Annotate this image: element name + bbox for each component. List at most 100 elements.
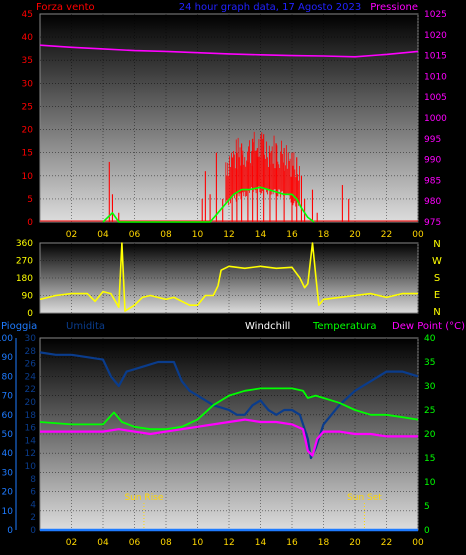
x-tick-label: 10 <box>192 538 204 548</box>
pressure-tick-label: 975 <box>424 218 441 228</box>
wind-axis-ticks: 0 5 10 15 20 25 30 35 40 45 <box>22 10 34 228</box>
wind-tick-label: 35 <box>22 56 33 66</box>
wind-pressure-grid <box>40 14 419 222</box>
humidity-tick-label: 18 <box>25 411 37 421</box>
pressure-tick-label: 995 <box>424 135 441 145</box>
pressure-tick-label: 985 <box>424 176 441 186</box>
x-tick-label: 00 <box>412 538 424 548</box>
x-tick-label: 16 <box>286 538 298 548</box>
sun-markers: Sun Rise Sun Set <box>124 493 382 528</box>
x-tick-label: 08 <box>160 538 172 548</box>
x-tick-label: 16 <box>286 230 298 240</box>
temperature-tick-label: 0 <box>424 526 430 536</box>
wind-tick-label: 40 <box>22 33 34 43</box>
humidity-tick-label: 2 <box>30 513 36 523</box>
wind-tick-label: 5 <box>27 195 33 205</box>
x-tick-label: 20 <box>349 538 361 548</box>
temperature-time-ticks: 02 04 06 08 10 12 14 16 18 20 22 00 <box>66 538 424 548</box>
humidity-tick-label: 20 <box>25 398 37 408</box>
x-tick-label: 20 <box>349 230 361 240</box>
x-tick-label: 22 <box>381 538 392 548</box>
compass-label: N <box>433 239 440 250</box>
pressure-tick-label: 1005 <box>424 93 447 103</box>
direction-tick-label: 0 <box>27 309 33 319</box>
temperature-tick-label: 5 <box>424 502 430 512</box>
x-tick-label: 06 <box>129 538 141 548</box>
humidity-tick-label: 30 <box>25 334 37 344</box>
wind-pressure-series <box>39 44 419 223</box>
humidity-tick-label: 22 <box>25 385 36 395</box>
rain-tick-label: 90 <box>2 353 14 363</box>
compass-label: E <box>434 290 440 301</box>
direction-tick-label: 270 <box>16 257 33 267</box>
dewpoint-legend: Dew Point (°C) <box>392 321 465 332</box>
wind-tick-label: 45 <box>22 10 33 20</box>
temperature-tick-label: 30 <box>424 382 436 392</box>
direction-tick-label: 90 <box>22 292 34 302</box>
x-tick-label: 02 <box>66 538 77 548</box>
x-tick-label: 18 <box>318 230 330 240</box>
temperature-axis-ticks: 0 5 10 15 20 25 30 35 40 <box>424 334 436 536</box>
pressure-axis-title: Pressione <box>370 2 418 13</box>
rain-axis-ticks: 0 10 20 30 40 50 60 70 80 90 100 <box>0 334 17 536</box>
x-tick-label: 04 <box>97 538 109 548</box>
wind-tick-label: 0 <box>27 218 33 228</box>
wind-axis-title: Forza vento <box>36 2 95 13</box>
humidity-tick-label: 0 <box>30 526 36 536</box>
rain-tick-label: 10 <box>2 507 14 517</box>
temperature-tick-label: 15 <box>424 454 435 464</box>
sun-rise-label: Sun Rise <box>124 493 163 503</box>
temperature-tick-label: 25 <box>424 406 435 416</box>
x-tick-label: 18 <box>318 538 330 548</box>
rain-axis-title: Pioggia <box>1 321 37 332</box>
rain-tick-label: 0 <box>7 526 13 536</box>
chart-title: 24 hour graph data, 17 Agosto 2023 <box>179 2 361 13</box>
pressure-axis-ticks: 975 980 985 990 995 1000 1005 1010 1015 1020 1025 <box>424 10 447 228</box>
humidity-tick-label: 8 <box>30 475 36 485</box>
rain-tick-label: 80 <box>2 372 14 382</box>
wind-tick-label: 25 <box>22 102 33 112</box>
humidity-tick-label: 14 <box>25 436 37 446</box>
temperature-tick-label: 35 <box>424 358 435 368</box>
pressure-line <box>39 44 419 58</box>
temperature-legend: Temperatura <box>312 321 377 332</box>
x-tick-label: 22 <box>381 230 392 240</box>
x-tick-label: 02 <box>66 230 77 240</box>
wind-direction-line <box>39 242 418 312</box>
humidity-tick-label: 28 <box>25 347 37 357</box>
humidity-tick-label: 10 <box>25 462 37 472</box>
wind-time-ticks: 02 04 06 08 10 12 14 16 18 20 22 00 <box>66 230 424 240</box>
pressure-tick-label: 1000 <box>424 114 447 124</box>
wind-tick-label: 10 <box>22 172 34 182</box>
temperature-tick-label: 40 <box>424 334 436 344</box>
humidity-tick-label: 26 <box>25 360 37 370</box>
wind-average-line <box>102 186 315 223</box>
rain-tick-label: 20 <box>2 488 14 498</box>
humidity-line <box>39 351 419 460</box>
humidity-tick-label: 4 <box>30 500 36 510</box>
pressure-tick-label: 980 <box>424 197 441 207</box>
rain-tick-label: 100 <box>0 334 13 344</box>
temperature-humidity-series <box>39 351 419 532</box>
wind-direction-series <box>39 242 418 312</box>
humidity-tick-label: 12 <box>25 449 36 459</box>
windchill-legend: Windchill <box>245 321 290 332</box>
temperature-tick-label: 20 <box>424 430 436 440</box>
rain-tick-label: 50 <box>2 430 14 440</box>
x-tick-label: 06 <box>129 230 141 240</box>
dewpoint-line <box>40 418 418 457</box>
x-tick-label: 14 <box>255 230 267 240</box>
x-tick-label: 00 <box>412 230 424 240</box>
humidity-tick-label: 6 <box>30 488 36 498</box>
wind-direction-axis-ticks: 0 90 180 270 360 <box>16 239 33 319</box>
compass-label: S <box>434 273 440 284</box>
pressure-tick-label: 1015 <box>424 52 447 62</box>
direction-tick-label: 180 <box>16 274 33 284</box>
pressure-tick-label: 1010 <box>424 72 447 82</box>
wind-tick-label: 15 <box>22 149 33 159</box>
compass-label: W <box>432 256 442 267</box>
pressure-tick-label: 1020 <box>424 31 447 41</box>
